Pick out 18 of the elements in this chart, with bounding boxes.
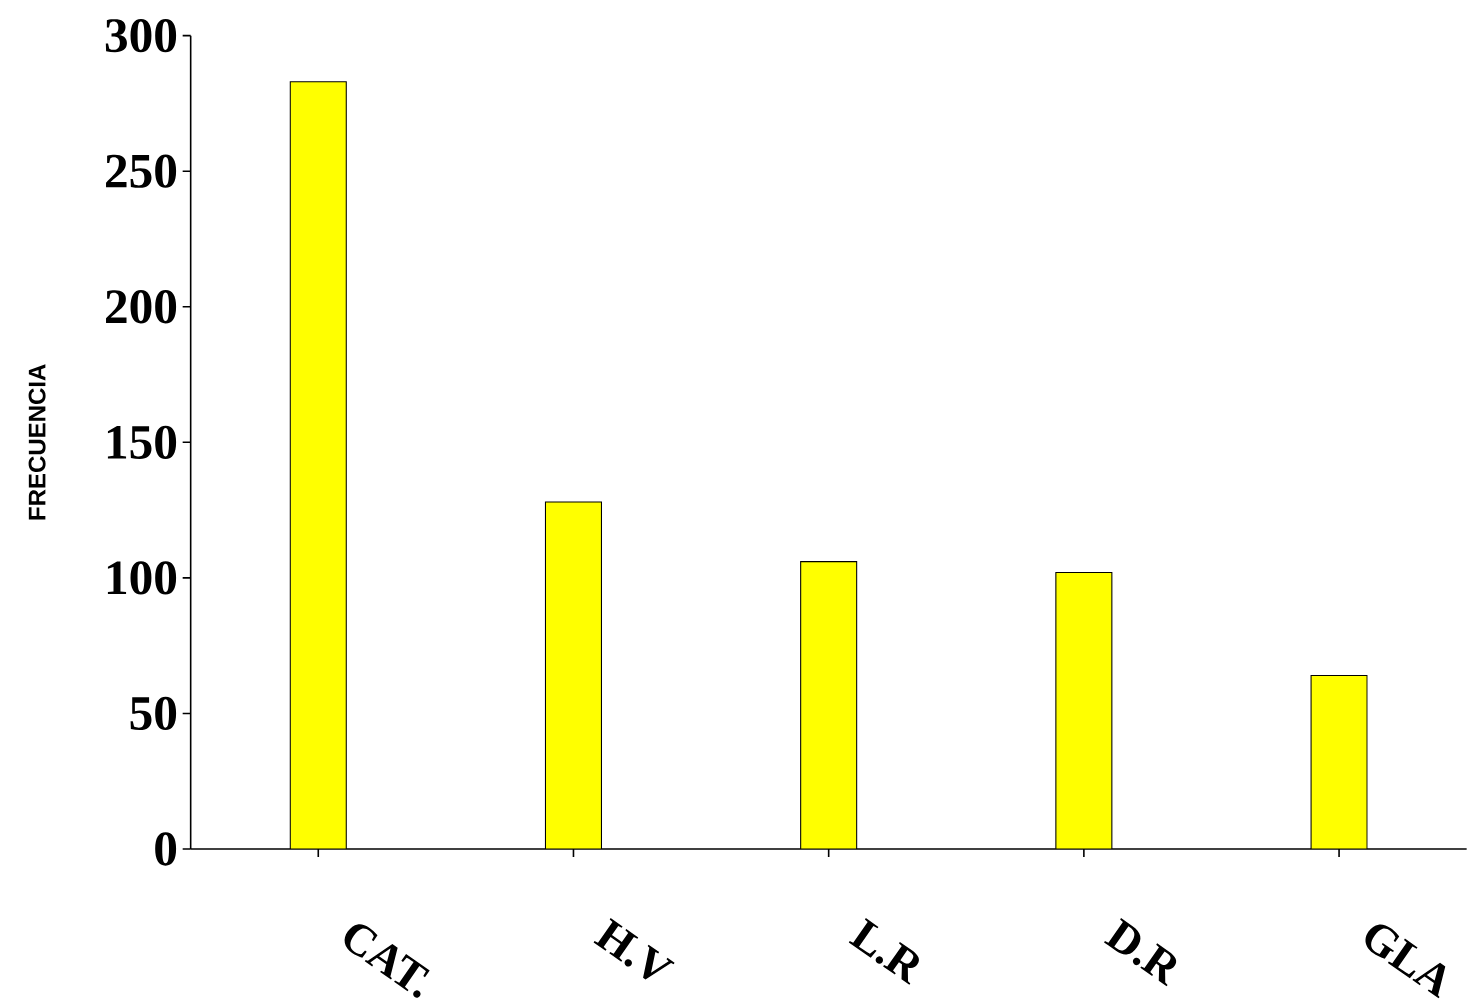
bar — [800, 561, 858, 849]
x-tick-label: CAT. — [344, 924, 430, 998]
y-tick-label: 200 — [106, 290, 177, 324]
bar — [289, 81, 347, 849]
x-tick-label: L.R — [848, 918, 919, 985]
x-tick-label: H.V — [593, 918, 675, 980]
bar — [1310, 674, 1368, 849]
y-axis-title: FRECUENCIA — [28, 364, 46, 520]
y-tick-label: 300 — [105, 19, 177, 53]
y-tick-label: 150 — [107, 425, 177, 459]
y-tick-label: 0 — [155, 832, 177, 866]
bar — [1055, 571, 1113, 849]
y-tick-label: 250 — [106, 154, 177, 188]
y-tick-label: 100 — [107, 561, 177, 595]
bar — [544, 501, 603, 849]
x-tick-label: GLA — [1365, 924, 1446, 999]
x-tick-label: D.R — [1104, 918, 1177, 987]
y-tick-label: 50 — [130, 696, 177, 731]
